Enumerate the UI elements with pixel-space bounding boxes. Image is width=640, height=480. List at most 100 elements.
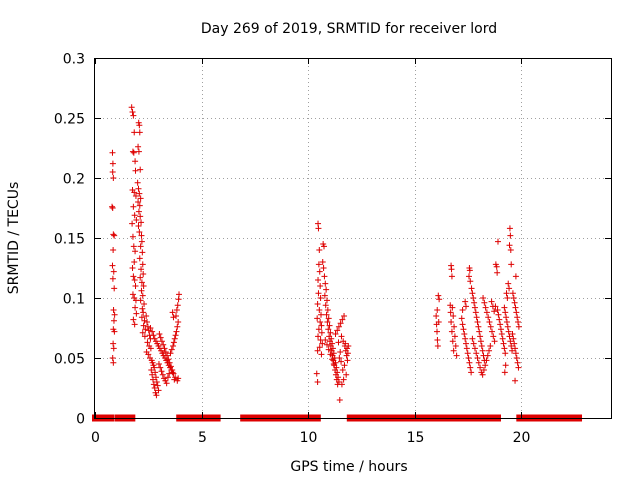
data-point <box>341 362 348 369</box>
data-point <box>166 370 173 377</box>
data-point <box>149 371 156 378</box>
data-point <box>144 323 151 330</box>
data-point <box>315 225 322 232</box>
data-point <box>470 295 477 301</box>
data-point <box>131 129 138 136</box>
data-point <box>174 302 181 309</box>
data-point <box>141 301 148 307</box>
data-point <box>173 313 180 319</box>
data-point <box>341 313 348 319</box>
data-point <box>174 323 181 330</box>
data-point <box>144 339 151 346</box>
data-point <box>515 323 522 330</box>
data-point <box>458 315 465 322</box>
data-point <box>435 292 442 299</box>
data-point <box>494 269 501 276</box>
data-point <box>448 266 455 273</box>
data-point <box>463 345 470 352</box>
data-point <box>150 381 157 388</box>
data-point <box>140 271 147 277</box>
data-point <box>314 347 321 354</box>
data-point <box>147 345 154 352</box>
x-axis-title: GPS time / hours <box>290 459 407 475</box>
data-point <box>110 268 117 275</box>
data-point <box>131 212 138 219</box>
data-point <box>132 283 139 289</box>
data-point <box>137 243 144 250</box>
data-point <box>128 104 135 111</box>
data-point <box>512 273 519 280</box>
data-point <box>468 369 475 376</box>
data-point <box>138 219 145 226</box>
data-point <box>505 328 512 335</box>
data-point <box>327 329 334 336</box>
data-point <box>325 315 332 322</box>
data-point <box>436 296 443 303</box>
data-point <box>332 331 339 337</box>
data-point <box>111 285 118 292</box>
data-point <box>315 261 322 268</box>
data-point <box>486 319 493 325</box>
data-point <box>157 364 164 371</box>
data-point <box>511 340 518 347</box>
data-point <box>109 169 116 175</box>
data-point <box>473 314 480 321</box>
data-point <box>474 319 481 325</box>
data-point <box>130 273 137 280</box>
data-point <box>340 376 347 383</box>
data-point <box>506 285 513 292</box>
data-point <box>110 340 117 347</box>
data-point <box>459 307 466 313</box>
data-point <box>170 314 177 321</box>
data-point <box>130 203 137 210</box>
y-tick-label: 0.1 <box>63 292 85 308</box>
data-point <box>480 367 487 373</box>
data-point <box>324 319 331 325</box>
data-point <box>314 315 321 322</box>
data-point <box>502 309 509 316</box>
data-point <box>151 385 158 391</box>
data-point <box>130 149 137 156</box>
data-point <box>137 166 144 173</box>
data-point <box>159 371 166 378</box>
data-point <box>465 355 472 361</box>
data-point <box>166 359 173 366</box>
data-point <box>498 331 505 337</box>
data-point <box>132 248 139 255</box>
data-point <box>485 314 492 321</box>
data-point <box>506 225 513 232</box>
data-point <box>318 311 325 318</box>
data-point <box>129 265 136 271</box>
data-point <box>110 175 117 181</box>
data-point <box>318 351 325 358</box>
data-point <box>139 249 146 256</box>
data-point <box>158 368 165 375</box>
data-point <box>157 334 164 341</box>
data-point <box>494 307 501 313</box>
data-point <box>337 349 344 355</box>
data-point <box>323 286 330 293</box>
data-point <box>502 350 509 357</box>
chart-title: Day 269 of 2019, SRMTID for receiver lor… <box>201 21 497 37</box>
data-point <box>135 208 142 215</box>
data-point <box>503 290 510 297</box>
y-tick-label: 0.25 <box>54 112 85 128</box>
data-point <box>338 381 345 388</box>
data-point <box>137 297 144 304</box>
data-point <box>495 311 502 318</box>
data-point <box>513 309 520 316</box>
data-point <box>434 307 441 313</box>
data-point <box>476 328 483 335</box>
data-point <box>482 304 489 311</box>
y-axis-title: SRMTID / TECUs <box>6 182 22 295</box>
data-point <box>315 326 322 333</box>
data-point <box>335 323 342 330</box>
data-point <box>471 299 478 306</box>
data-point <box>315 333 322 340</box>
x-tick-label: 10 <box>300 430 318 446</box>
data-point <box>506 242 513 249</box>
y-tick-label: 0 <box>76 412 85 428</box>
data-point <box>111 232 118 239</box>
data-point <box>462 335 469 342</box>
data-point <box>322 337 329 343</box>
